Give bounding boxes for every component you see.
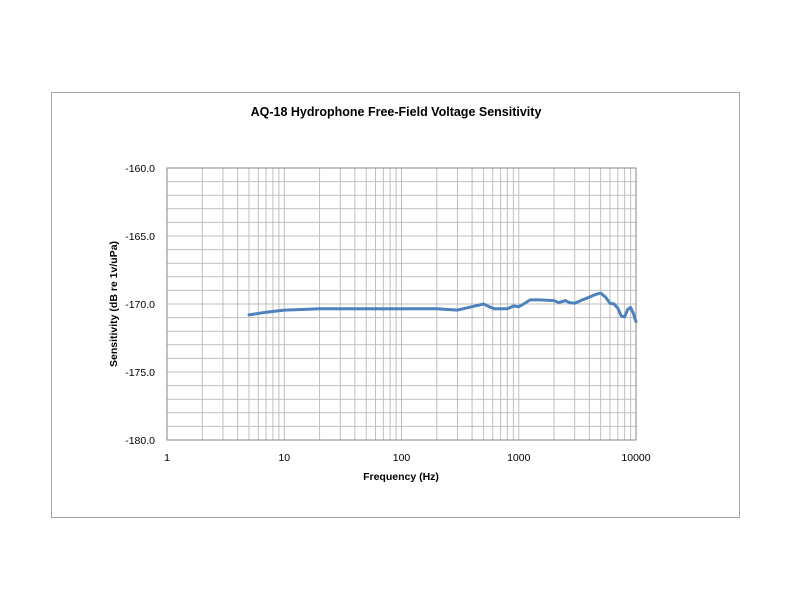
y-tick-label: -165.0	[125, 231, 155, 243]
chart-frame	[51, 92, 740, 518]
y-tick-label: -170.0	[125, 299, 155, 311]
y-tick-label: -180.0	[125, 435, 155, 447]
plot-area-border	[166, 167, 637, 441]
tick-labels: 1 10 100 1000 10000 -160.0 -165.0 -170.0 -175.0 -…	[125, 163, 651, 464]
x-axis-title: Frequency (Hz)	[363, 471, 439, 483]
grid	[166, 167, 636, 441]
series-line	[247, 291, 638, 324]
y-tick-label: -160.0	[125, 163, 155, 175]
x-tick-label: 1000	[507, 452, 531, 464]
chart-title: AQ-18 Hydrophone Free-Field Voltage Sens…	[251, 105, 542, 119]
y-axis-title: Sensitivity (dB re 1v/uPa)	[108, 241, 120, 367]
x-tick-label: 1	[164, 452, 170, 464]
y-tick-label: -175.0	[125, 367, 155, 379]
x-tick-label: 10000	[621, 452, 650, 464]
x-tick-label: 10	[278, 452, 290, 464]
x-tick-label: 100	[393, 452, 411, 464]
